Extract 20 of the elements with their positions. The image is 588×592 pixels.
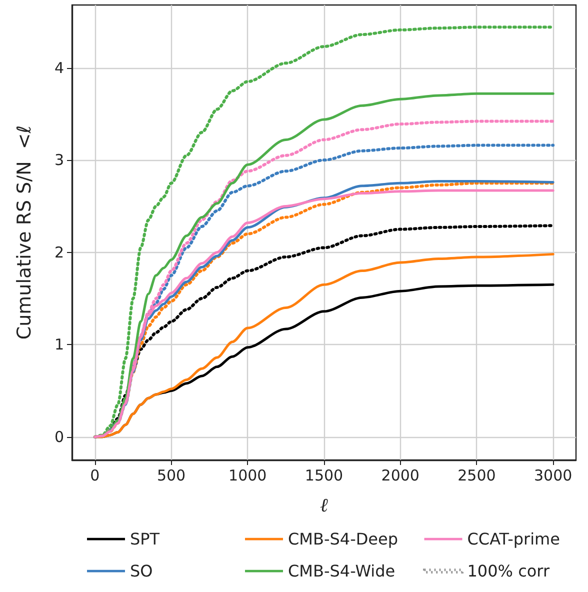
y-tick-label: 2 <box>54 243 64 262</box>
x-tick-label: 500 <box>156 466 186 484</box>
y-tick-label: 0 <box>54 428 64 446</box>
y-axis-title: Cumulative RS S/N <ℓ <box>14 125 36 340</box>
legend-label: SPT <box>130 530 160 548</box>
x-tick-label: 1500 <box>304 466 344 484</box>
x-tick-label: 3000 <box>534 466 572 484</box>
x-tick-label: 2500 <box>458 466 496 484</box>
y-tick-label: 1 <box>54 336 64 354</box>
y-tick-label: 3 <box>54 151 64 170</box>
x-axis-title: ℓ <box>320 494 328 516</box>
legend-label: CMB-S4-Wide <box>288 562 396 580</box>
x-tick-label: 1000 <box>228 466 267 484</box>
x-tick-label: 0 <box>90 466 100 484</box>
legend-label: 100% corr <box>467 562 550 580</box>
y-tick-label: 4 <box>54 58 64 77</box>
x-tick-label: 2000 <box>381 466 420 484</box>
legend-label: CMB-S4-Deep <box>288 530 398 548</box>
legend-label: SO <box>130 562 153 580</box>
legend-label: CCAT-prime <box>467 530 560 548</box>
